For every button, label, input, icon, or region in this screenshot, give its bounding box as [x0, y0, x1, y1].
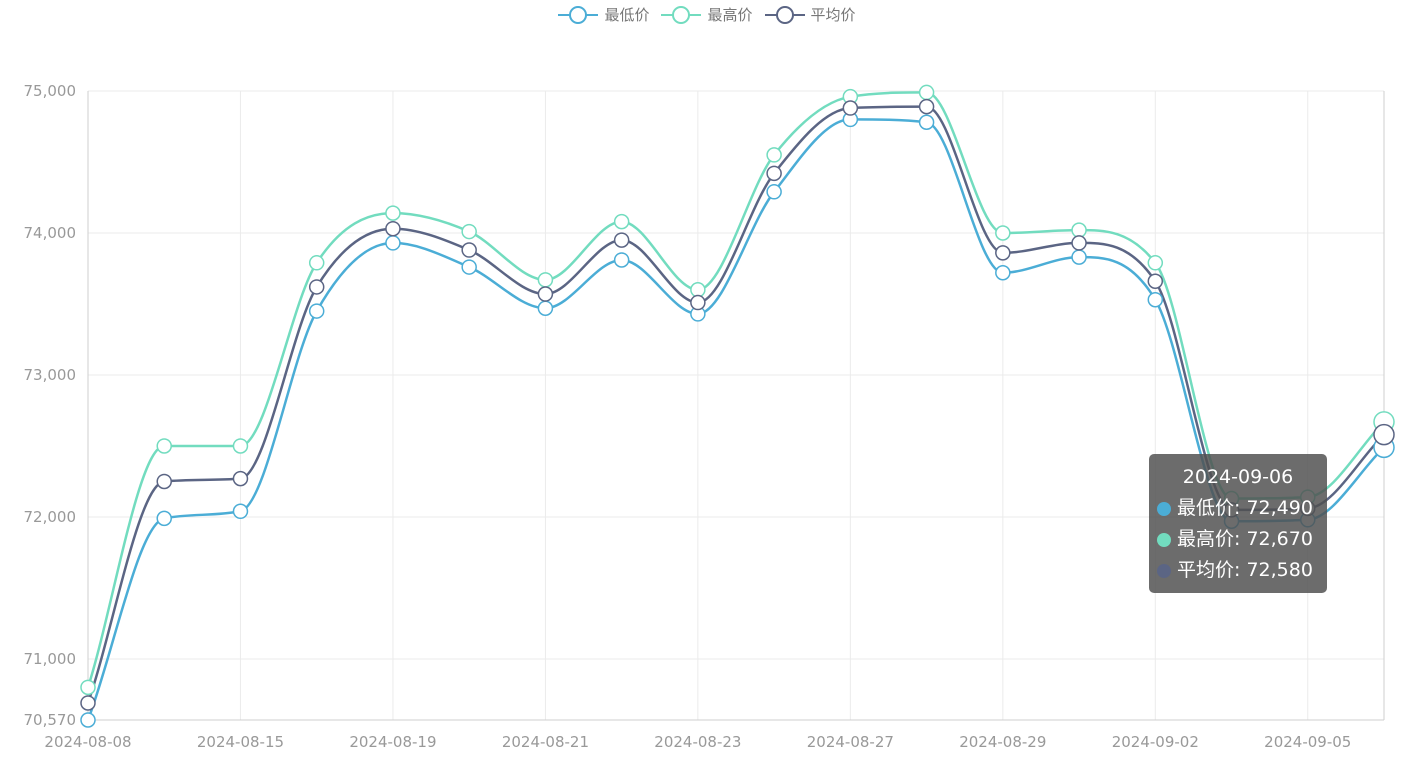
data-point — [1071, 249, 1087, 265]
x-tick-label: 2024-08-21 — [502, 733, 589, 751]
legend-item-avg[interactable]: 平均价 — [764, 4, 856, 26]
tooltip: 2024-09-06 最低价: 72,490 最高价: 72,670 平均价: … — [1149, 454, 1327, 593]
tooltip-row-label: 最低价: 72,490 — [1177, 497, 1313, 519]
tooltip-row-label: 平均价: 72,580 — [1177, 559, 1313, 581]
legend-label: 最高价 — [707, 6, 753, 24]
y-tick-label: 75,000 — [24, 82, 77, 100]
series-dot-icon — [1157, 501, 1171, 516]
y-tick-label: 70,570 — [24, 711, 77, 729]
data-point — [995, 225, 1011, 241]
data-point — [461, 242, 477, 258]
tooltip-row: 最低价: 72,490 — [1157, 493, 1319, 524]
legend-label: 最低价 — [604, 6, 650, 24]
data-point — [995, 264, 1011, 281]
data-point — [613, 232, 630, 248]
data-point — [80, 712, 96, 728]
data-point — [156, 438, 172, 454]
data-point — [766, 147, 782, 163]
x-tick-label: 2024-08-27 — [807, 733, 894, 751]
tooltip-row: 最高价: 72,670 — [1157, 524, 1319, 555]
data-point — [1071, 235, 1087, 251]
data-point — [1147, 273, 1164, 290]
data-point — [995, 245, 1011, 261]
data-point — [232, 438, 249, 454]
data-point — [1071, 222, 1087, 238]
legend-marker — [775, 6, 794, 24]
series-dot-icon — [1157, 563, 1171, 578]
y-tick-label: 73,000 — [24, 366, 77, 384]
data-point — [842, 100, 859, 116]
data-point — [156, 473, 172, 490]
data-point — [537, 300, 554, 316]
data-point — [613, 213, 630, 230]
data-point — [766, 165, 782, 182]
data-point — [690, 282, 706, 298]
x-tick-label: 2024-08-19 — [349, 733, 436, 751]
data-point — [385, 205, 401, 221]
line-circle-icon — [661, 6, 702, 24]
data-point — [232, 470, 249, 487]
data-point — [1147, 291, 1164, 308]
legend-item-max[interactable]: 最高价 — [661, 4, 753, 26]
y-tick-label: 71,000 — [24, 650, 77, 668]
data-point — [308, 279, 325, 295]
tooltip-row-label: 最高价: 72,670 — [1177, 528, 1313, 550]
legend: 最低价 最高价 平均价 — [0, 4, 1414, 26]
line-circle-icon — [764, 6, 805, 24]
series-line — [86, 105, 1385, 704]
data-point — [461, 259, 477, 275]
series-lines — [86, 91, 1385, 721]
x-tick-label: 2024-08-29 — [959, 733, 1046, 751]
tooltip-title: 2024-09-06 — [1182, 466, 1294, 488]
data-point — [385, 235, 401, 251]
series-dot-icon — [1157, 532, 1171, 547]
series-line — [86, 118, 1385, 721]
legend-item-min[interactable]: 最低价 — [558, 4, 649, 26]
legend-marker — [569, 6, 588, 24]
tooltip-row: 平均价: 72,580 — [1157, 555, 1319, 586]
legend-label: 平均价 — [810, 6, 856, 24]
data-point — [80, 695, 96, 711]
grid-lines — [88, 90, 1384, 720]
data-point — [156, 510, 172, 527]
axes: 70,570 71,000 72,000 73,000 74,000 75,000 2024… — [24, 82, 1385, 751]
y-tick-label: 74,000 — [24, 224, 77, 242]
data-point — [918, 114, 935, 130]
x-tick-label: 2024-08-08 — [44, 733, 131, 751]
data-point — [918, 84, 935, 101]
data-point — [1373, 423, 1395, 446]
x-tick-label: 2024-09-05 — [1264, 733, 1351, 751]
data-point — [308, 303, 325, 319]
data-point — [690, 294, 706, 311]
data-point — [537, 272, 554, 288]
data-point — [1147, 255, 1164, 271]
line-circle-icon — [558, 6, 599, 24]
series-line — [86, 91, 1385, 688]
x-tick-label: 2024-09-02 — [1112, 733, 1199, 751]
legend-marker — [672, 6, 691, 24]
data-point — [80, 679, 96, 696]
data-point — [766, 184, 782, 200]
data-point — [232, 503, 249, 520]
data-point — [537, 286, 554, 302]
x-tick-label: 2024-08-15 — [197, 733, 284, 751]
x-tick-label: 2024-08-23 — [654, 733, 741, 751]
data-point — [918, 98, 935, 115]
data-point — [308, 255, 325, 271]
y-tick-label: 72,000 — [24, 508, 77, 526]
data-point — [385, 220, 401, 237]
data-point — [461, 223, 477, 240]
data-point — [613, 252, 630, 268]
